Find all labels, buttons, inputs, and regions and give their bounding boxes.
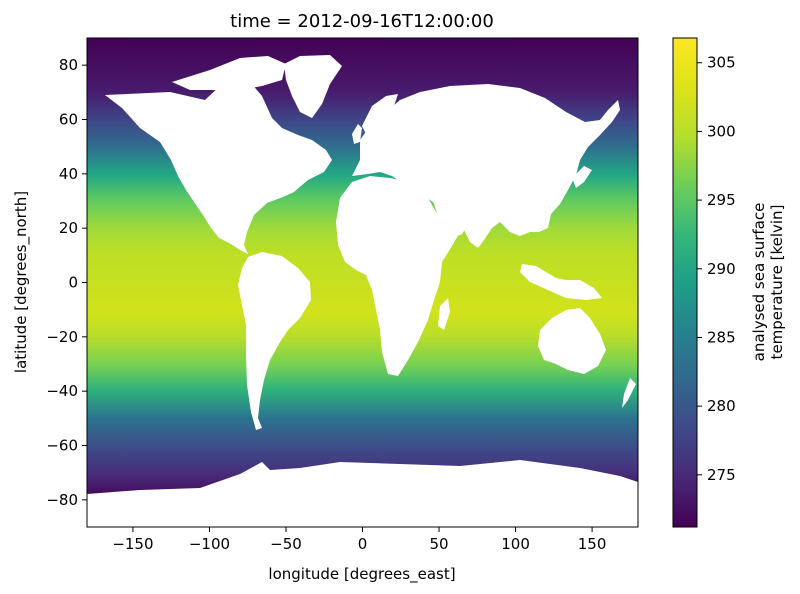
colorbar-tick-label: 275 — [707, 466, 736, 484]
y-tick-label: 0 — [68, 274, 78, 292]
land-japan — [572, 166, 592, 188]
land-new-zealand — [622, 378, 636, 408]
chart-title: time = 2012-09-16T12:00:00 — [230, 11, 494, 32]
colorbar-tick-label: 305 — [707, 54, 736, 72]
x-axis-label: longitude [degrees_east] — [268, 565, 455, 584]
y-tick-label: −80 — [46, 491, 78, 509]
land-north-america — [105, 82, 332, 254]
x-tick-label: 0 — [358, 535, 368, 553]
land-antarctica — [87, 460, 638, 527]
land-british-isles — [352, 124, 362, 144]
land-arctic-archipelago — [172, 56, 286, 90]
x-tick-label: 100 — [501, 535, 530, 553]
colorbar-axis: 275 280 285 290 295 300 305 — [697, 54, 736, 484]
x-axis: −150 −100 −50 0 50 100 150 — [112, 527, 606, 553]
colorbar-tick-label: 290 — [707, 260, 736, 278]
land-arabia — [432, 198, 470, 240]
y-tick-label: 60 — [59, 111, 78, 129]
y-tick-label: 20 — [59, 219, 78, 237]
map-area — [87, 38, 638, 527]
y-axis: −80 −60 −40 −20 0 20 40 60 80 — [46, 56, 87, 509]
land-africa — [336, 176, 460, 376]
land-greenland — [284, 55, 342, 118]
y-tick-label: −60 — [46, 437, 78, 455]
x-tick-label: −100 — [189, 535, 230, 553]
colorbar-label-line-2: temperature [kelvin] — [768, 205, 786, 360]
colorbar-label-line-1: analysed sea surface — [750, 203, 768, 362]
y-tick-label: 40 — [59, 165, 78, 183]
y-tick-label: 80 — [59, 56, 78, 74]
x-tick-label: 150 — [578, 535, 607, 553]
colorbar-tick-label: 300 — [707, 122, 736, 140]
y-tick-label: −40 — [46, 382, 78, 400]
land-south-america — [238, 252, 311, 430]
x-tick-label: −50 — [270, 535, 302, 553]
colorbar — [672, 37, 698, 528]
land-australia — [538, 308, 606, 374]
land-maritime-southeast-asia — [520, 264, 602, 300]
y-tick-label: −20 — [46, 328, 78, 346]
land-eurasia — [352, 84, 620, 248]
colorbar-tick-label: 285 — [707, 328, 736, 346]
colorbar-tick-label: 295 — [707, 191, 736, 209]
y-axis-label: latitude [degrees_north] — [12, 191, 31, 373]
land-madagascar — [438, 298, 450, 330]
colorbar-tick-label: 280 — [707, 397, 736, 415]
land-mask — [87, 55, 638, 527]
x-tick-label: −150 — [112, 535, 153, 553]
x-tick-label: 50 — [429, 535, 448, 553]
land-scandinavia — [362, 94, 398, 138]
